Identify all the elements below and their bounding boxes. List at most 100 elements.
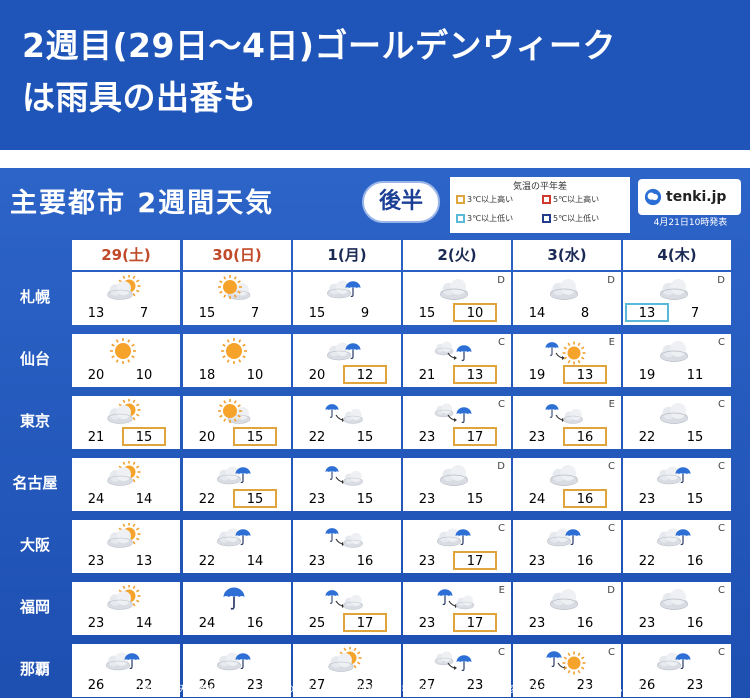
forecast-cell: 23 13 (72, 520, 180, 573)
cloud-icon (550, 465, 578, 486)
rain-then-cloud-icon (325, 590, 363, 610)
reliability-grade: D (607, 275, 615, 286)
low-temp: 10 (453, 303, 497, 322)
low-temp: 8 (580, 306, 590, 321)
cloud-sun-icon (107, 461, 141, 486)
forecast-cell: 15 9 (293, 272, 401, 325)
high-temp: 22 (638, 430, 656, 445)
high-temp: 23 (638, 616, 656, 631)
forecast-cell: 22 15 (183, 458, 291, 511)
high-temp: 24 (87, 492, 105, 507)
forecast-cell: C 23 16 (513, 520, 621, 573)
low-temp: 16 (576, 554, 594, 569)
forecast-cell: C 23 17 (403, 520, 511, 573)
forecast-cell: E 19 13 (513, 334, 621, 387)
low-temp: 7 (250, 306, 260, 321)
half-badge: 後半 (362, 181, 440, 223)
sun-icon (221, 338, 247, 364)
low-temp: 17 (453, 427, 497, 446)
low-temp: 10 (246, 368, 264, 383)
low-temp: 15 (466, 492, 484, 507)
low-temp: 16 (563, 489, 607, 508)
high-temp: 23 (418, 616, 436, 631)
reliability-grade: C (608, 461, 615, 472)
low-temp: 17 (453, 613, 497, 632)
day-header-3: 2(火) (403, 240, 511, 270)
high-temp: 20 (87, 368, 105, 383)
city-label-6: 那覇 (19, 660, 50, 678)
cloud-rain-icon (217, 466, 251, 485)
high-temp: 21 (87, 430, 105, 445)
reliability-grade: C (608, 647, 615, 658)
low-temp: 17 (343, 613, 387, 632)
low-temp: 23 (686, 678, 704, 693)
city-label-2: 東京 (19, 412, 50, 430)
legend-cold3: 3℃以上低い (456, 213, 513, 224)
legend-title: 気温の平年差 (512, 182, 567, 192)
low-temp: 15 (686, 430, 704, 445)
low-temp: 16 (356, 554, 374, 569)
forecast-cell: C 19 11 (623, 334, 731, 387)
forecast-cell: E 23 16 (513, 396, 621, 449)
high-temp: 13 (87, 306, 105, 321)
high-temp: 23 (87, 616, 105, 631)
high-temp: 15 (198, 306, 216, 321)
cloud-rain-icon (106, 652, 140, 671)
high-temp: 18 (198, 368, 216, 383)
low-temp: 22 (135, 678, 153, 693)
high-temp: 14 (528, 306, 546, 321)
legend-cold5: 5℃以上低い (542, 213, 599, 224)
high-temp: 26 (87, 678, 105, 693)
high-temp: 22 (308, 430, 326, 445)
low-temp: 15 (686, 492, 704, 507)
low-temp: 16 (686, 554, 704, 569)
reliability-grade: C (718, 337, 725, 348)
high-temp: 25 (308, 616, 326, 631)
reliability-grade: C (608, 523, 615, 534)
forecast-cell: 22 14 (183, 520, 291, 573)
cloud-icon (440, 465, 468, 486)
rain-then-cloud-icon (325, 466, 363, 486)
low-temp: 23 (466, 678, 484, 693)
low-temp: 13 (453, 365, 497, 384)
forecast-cell: 24 16 (183, 582, 291, 635)
reliability-grade: C (498, 647, 505, 658)
forecast-cell: D 23 15 (403, 458, 511, 511)
high-temp: 24 (198, 616, 216, 631)
forecast-cell: C 24 16 (513, 458, 621, 511)
forecast-cell: C 23 17 (403, 396, 511, 449)
high-temp: 23 (418, 554, 436, 569)
high-temp: 13 (625, 303, 669, 322)
low-temp: 7 (139, 306, 149, 321)
forecast-cell: 27 23 (293, 644, 401, 697)
high-temp: 23 (528, 616, 546, 631)
sun-cloud-icon (218, 275, 251, 300)
high-temp: 15 (418, 306, 436, 321)
cloud-icon (660, 279, 688, 300)
forecast-cell: 20 12 (293, 334, 401, 387)
day-header-0: 29(土) (72, 240, 180, 270)
low-temp: 11 (686, 368, 704, 383)
reliability-grade: C (498, 337, 505, 348)
reliability-grade: C (498, 523, 505, 534)
low-temp: 15 (122, 427, 166, 446)
high-temp: 23 (638, 492, 656, 507)
rain-then-cloud-icon (545, 404, 583, 424)
high-temp: 23 (87, 554, 105, 569)
city-label-1: 仙台 (19, 350, 50, 368)
forecast-cell: 18 10 (183, 334, 291, 387)
low-temp: 7 (690, 306, 700, 321)
reliability-grade: C (498, 399, 505, 410)
high-temp: 27 (308, 678, 326, 693)
forecast-cell: C 22 16 (623, 520, 731, 573)
cloud-rain-icon (327, 342, 361, 361)
forecast-cell: C 23 16 (623, 582, 731, 635)
tenki-logo-icon (644, 188, 662, 206)
reliability-grade: C (718, 523, 725, 534)
forecast-cell: C 26 23 (623, 644, 731, 697)
low-temp: 16 (246, 616, 264, 631)
forecast-cell: 23 16 (293, 520, 401, 573)
low-temp: 23 (246, 678, 264, 693)
low-temp: 10 (135, 368, 153, 383)
cloud-then-rain-icon (434, 403, 472, 424)
